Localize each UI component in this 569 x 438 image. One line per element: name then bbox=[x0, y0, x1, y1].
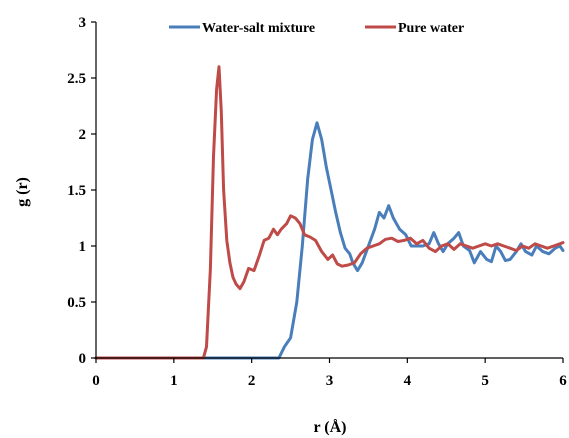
y-tick-label: 3 bbox=[79, 15, 87, 31]
x-tick-label: 2 bbox=[248, 373, 256, 389]
legend-label-1: Pure water bbox=[398, 21, 464, 36]
y-tick-label: 2.5 bbox=[67, 71, 86, 87]
x-tick-label: 1 bbox=[170, 373, 178, 389]
series-line-0 bbox=[94, 121, 565, 360]
axes-layer: 0 0.5 1 1.5 2 2.5 3 0 1 2 3 4 5 6 bbox=[67, 15, 567, 389]
series-line-1 bbox=[94, 65, 565, 360]
x-axis-title: r (Å) bbox=[313, 418, 346, 436]
y-tick-label: 1.5 bbox=[67, 183, 86, 199]
x-tick-label: 6 bbox=[559, 373, 567, 389]
legend: Water-salt mixture Pure water bbox=[169, 21, 464, 36]
x-tick-label: 4 bbox=[404, 373, 412, 389]
legend-label-0: Water-salt mixture bbox=[202, 21, 315, 36]
x-tick-label: 0 bbox=[92, 373, 100, 389]
y-axis-title: g (r) bbox=[14, 177, 31, 207]
y-tick-label: 2 bbox=[79, 127, 87, 143]
x-tick-label: 5 bbox=[481, 373, 489, 389]
x-tick-label: 3 bbox=[326, 373, 334, 389]
series-layer bbox=[94, 65, 565, 360]
y-tick-label: 0.5 bbox=[67, 295, 86, 311]
y-tick-label: 0 bbox=[79, 351, 87, 367]
y-tick-label: 1 bbox=[79, 239, 87, 255]
